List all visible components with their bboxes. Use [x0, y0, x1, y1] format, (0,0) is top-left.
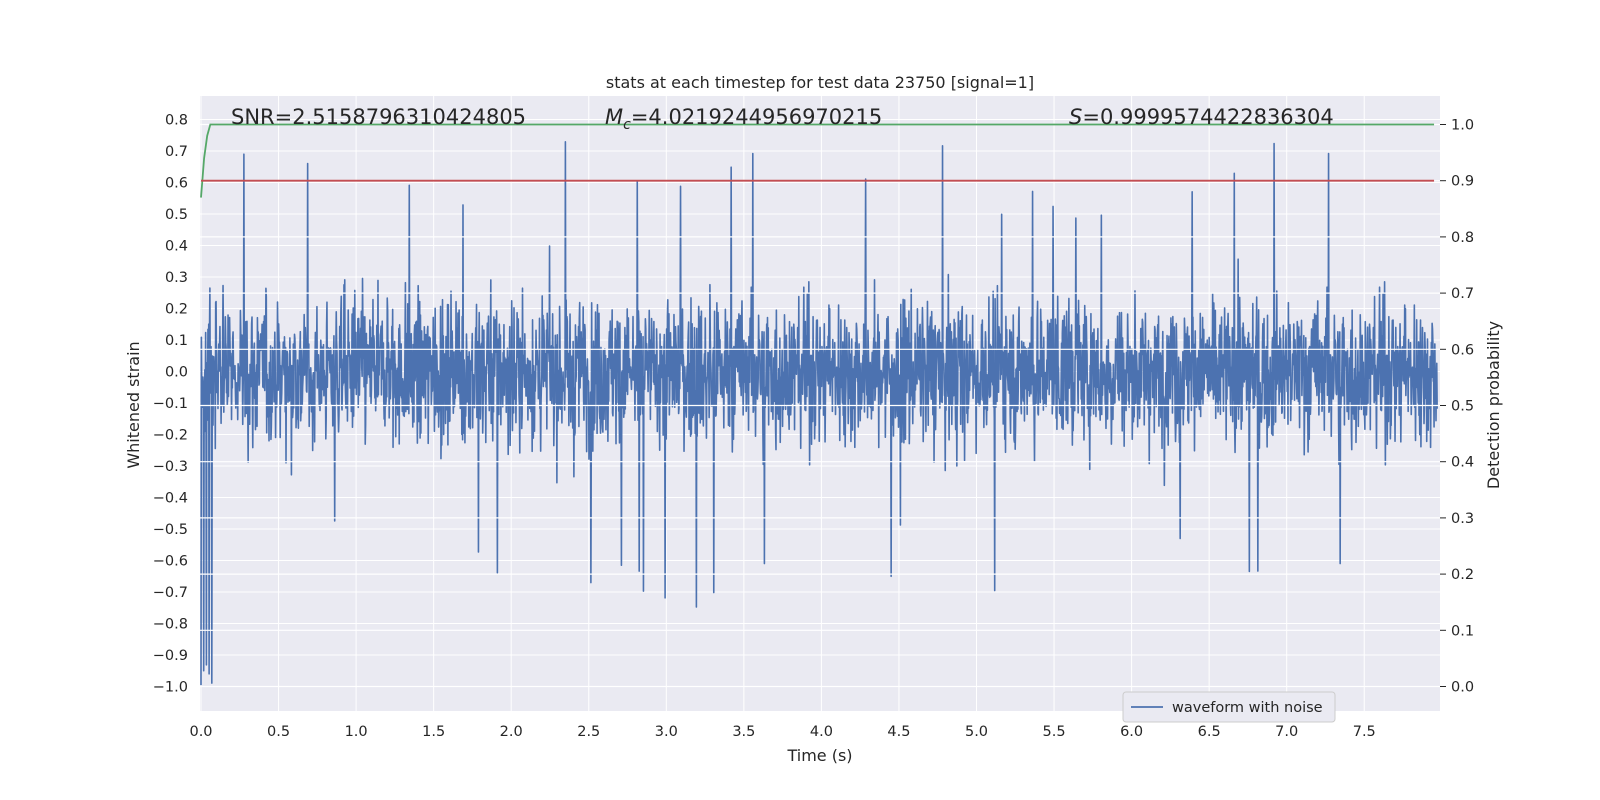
chart-title: stats at each timestep for test data 237…: [606, 73, 1034, 92]
x-tick-label: 0.0: [189, 724, 212, 740]
y-tick-label-right: 0.2: [1451, 567, 1474, 583]
x-tick-label: 6.5: [1198, 724, 1221, 740]
legend-box: [1122, 691, 1336, 723]
y-tick-label-left: −0.3: [153, 459, 188, 475]
mc-subscript: c: [623, 117, 631, 133]
x-tick-label: 3.0: [655, 724, 678, 740]
y-tick-label-left: −0.1: [153, 396, 188, 412]
x-tick-label: 5.0: [965, 724, 988, 740]
y-axis-label-left: Whitened strain: [124, 341, 143, 468]
y-tick-label-left: −1.0: [153, 680, 188, 696]
x-tick-label: 7.5: [1353, 724, 1376, 740]
s-symbol: S: [1069, 105, 1082, 129]
chirp-mass-annotation: Mc=4.0219244956970215: [605, 105, 882, 133]
y-tick-label-right: 0.3: [1451, 511, 1474, 527]
legend-label: waveform with noise: [1172, 700, 1323, 716]
detection-probability-line: [200, 123, 1435, 198]
y-tick-label-left: 0.1: [165, 333, 188, 349]
x-tick-label: 7.0: [1275, 724, 1298, 740]
x-tick-label: 3.5: [732, 724, 755, 740]
y-tick-label-left: 0.5: [165, 207, 188, 223]
y-tick-label-left: 0.7: [165, 144, 188, 160]
x-tick-label: 6.0: [1120, 724, 1143, 740]
waveform-series: [200, 140, 1438, 686]
y-tick-label-right: 1.0: [1451, 118, 1474, 134]
y-tick-label-left: −0.8: [153, 617, 188, 633]
x-tick-label: 4.5: [887, 724, 910, 740]
waveform-line: [200, 140, 1438, 686]
x-axis-label: Time (s): [786, 746, 852, 765]
x-tick-label: 2.5: [577, 724, 600, 740]
y-axis-label-right: Detection probability: [1484, 321, 1503, 489]
x-tick-label: 1.0: [345, 724, 368, 740]
y-tick-label-right: 0.0: [1451, 680, 1474, 696]
y-tick-label-right: 0.4: [1451, 455, 1474, 471]
y-tick-labels-left: 0.8 0.7 0.6 0.5 0.4 0.3 0.2 0.1 0.0 −0.1 −0.2 −0.3 −…: [153, 113, 188, 696]
mc-value: =4.0219244956970215: [631, 105, 882, 129]
y-tick-label-left: −0.5: [153, 522, 188, 538]
x-tick-labels: 0.0 0.5 1.0 1.5 2.0 2.5 3.0 3.5 4.0 4.5 5.0 5.5 6.0 6…: [189, 724, 1375, 740]
y-tick-label-left: 0.0: [165, 365, 188, 381]
snr-annotation: SNR=2.5158796310424805: [231, 105, 526, 129]
legend: waveform with noise: [1122, 691, 1336, 723]
y-tick-label-right: 0.5: [1451, 399, 1474, 415]
y-tick-label-left: −0.9: [153, 648, 188, 664]
x-tick-label: 0.5: [267, 724, 290, 740]
probability-series: [200, 123, 1435, 198]
y-tick-label-right: 0.7: [1451, 286, 1474, 302]
x-tick-label: 4.0: [810, 724, 833, 740]
x-tick-label: 5.5: [1043, 724, 1066, 740]
y-tick-label-left: 0.3: [165, 270, 188, 286]
y-tick-label-left: −0.6: [153, 554, 188, 570]
y-tick-label-left: −0.7: [153, 585, 188, 601]
x-tick-label: 2.0: [500, 724, 523, 740]
y-tick-label-right: 0.1: [1451, 623, 1474, 639]
y-tick-label-right: 0.9: [1451, 174, 1474, 190]
y-tick-label-left: 0.6: [165, 176, 188, 192]
y-tick-labels-right: 1.0 0.9 0.8 0.7 0.6 0.5 0.4 0.3 0.2 0.1 0.0: [1451, 118, 1474, 696]
s-value: =0.9999574422836304: [1082, 105, 1333, 129]
x-tick-label: 1.5: [422, 724, 445, 740]
y-tick-label-right: 0.8: [1451, 230, 1474, 246]
y-tick-label-left: 0.4: [165, 239, 188, 255]
y-tick-label-left: 0.2: [165, 302, 188, 318]
y-tick-label-left: −0.2: [153, 428, 188, 444]
mc-symbol: M: [605, 105, 623, 129]
score-annotation: S=0.9999574422836304: [1069, 105, 1334, 129]
y-tick-label-left: −0.4: [153, 491, 188, 507]
y-tick-label-right: 0.6: [1451, 342, 1474, 358]
y-tick-label-left: 0.8: [165, 113, 188, 129]
